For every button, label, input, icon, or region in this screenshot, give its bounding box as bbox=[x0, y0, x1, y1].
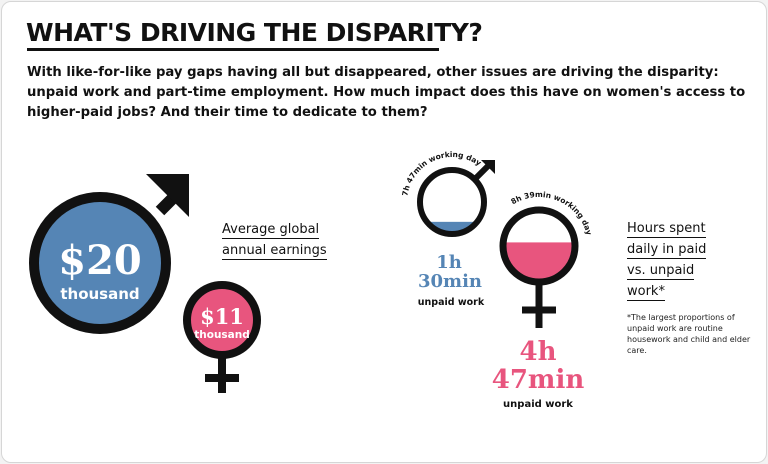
male-unpaid-hours: 1h bbox=[436, 252, 462, 273]
male-earnings-symbol: $20 thousand bbox=[29, 174, 189, 334]
earnings-label: Average global annual earnings bbox=[222, 220, 327, 262]
female-hours-symbol: 8h 39min working day 4h 47min unpaid wor… bbox=[492, 190, 594, 410]
male-hours-arrow-icon bbox=[481, 160, 495, 174]
female-earnings-amount: $11 bbox=[200, 304, 244, 329]
male-arrow-head-icon bbox=[146, 174, 189, 217]
hours-label-line-3: vs. unpaid bbox=[627, 263, 695, 280]
female-unpaid-minutes: 47min bbox=[492, 365, 585, 395]
hours-label-line-4: work* bbox=[627, 284, 665, 301]
female-earnings-unit: thousand bbox=[194, 329, 250, 341]
female-unpaid-caption: unpaid work bbox=[503, 399, 573, 410]
female-earnings-symbol: $11 thousand bbox=[183, 281, 261, 393]
earnings-label-line-2: annual earnings bbox=[222, 243, 327, 260]
male-earnings-circle bbox=[29, 192, 171, 334]
male-unpaid-minutes: 30min bbox=[418, 271, 482, 292]
female-hours-circle bbox=[499, 206, 579, 286]
earnings-label-line-1: Average global bbox=[222, 222, 320, 239]
title-underline bbox=[27, 48, 439, 51]
hours-label-line-1: Hours spent bbox=[627, 221, 706, 238]
intro-paragraph: With like-for-like pay gaps having all b… bbox=[27, 65, 746, 120]
male-hours-symbol: 7h 47min working day 1h 30min unpaid wor… bbox=[400, 150, 495, 308]
female-unpaid-hours: 4h bbox=[520, 337, 557, 367]
page-title: WHAT'S DRIVING THE DISPARITY? bbox=[26, 18, 483, 47]
male-unpaid-caption: unpaid work bbox=[418, 297, 485, 308]
hours-label-line-2: daily in paid bbox=[627, 242, 707, 259]
female-earnings-circle bbox=[183, 281, 261, 359]
male-earnings-amount: $20 bbox=[58, 237, 142, 284]
footnote: *The largest proportions of unpaid work … bbox=[627, 313, 751, 355]
male-hours-circle bbox=[417, 167, 487, 237]
hours-label: Hours spent daily in paid vs. unpaid wor… bbox=[627, 219, 707, 303]
male-earnings-unit: thousand bbox=[60, 285, 139, 303]
